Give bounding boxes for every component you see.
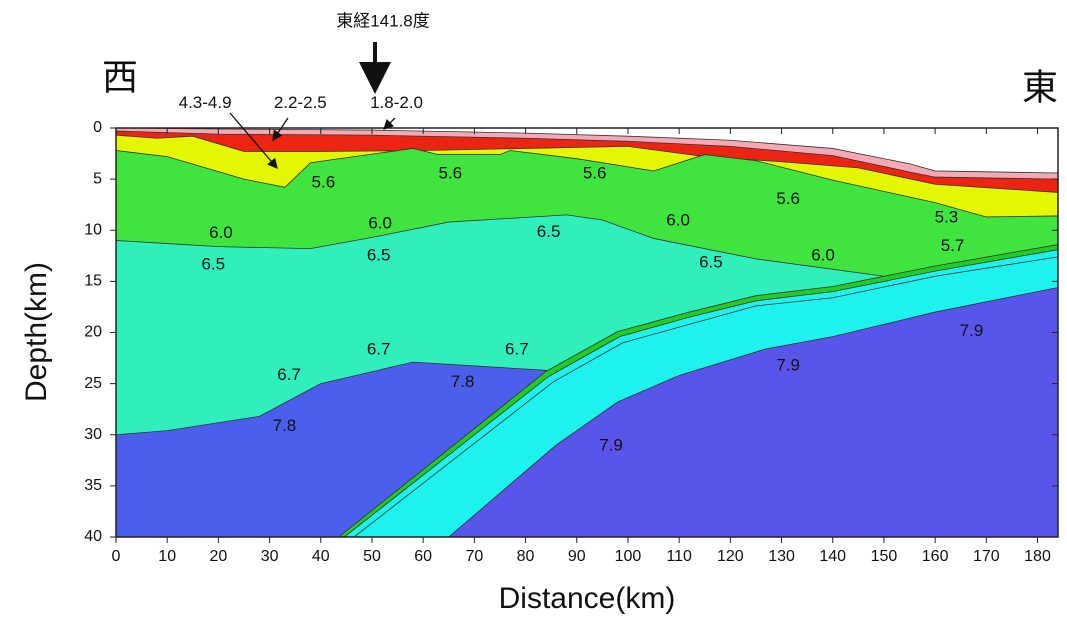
x-tick-label: 80 [517,548,535,565]
velocity-label: 6.5 [537,222,561,241]
y-axis-title: Depth(km) [20,262,53,402]
velocity-label: 6.7 [277,365,301,384]
x-tick-label: 30 [261,548,279,565]
velocity-label: 6.7 [505,339,529,358]
y-tick-label: 0 [93,119,102,136]
velocity-label: 7.8 [273,416,297,435]
velocity-label: 5.6 [438,163,462,182]
x-tick-label: 170 [973,548,1000,565]
x-tick-label: 100 [615,548,642,565]
velocity-label: 7.9 [776,356,800,375]
velocity-label: 5.6 [312,173,336,192]
y-tick-label: 30 [84,426,102,443]
y-tick-label: 5 [93,170,102,187]
x-tick-label: 180 [1024,548,1051,565]
velocity-label: 6.5 [201,254,225,273]
x-tick-label: 130 [768,548,795,565]
y-tick-label: 25 [84,375,102,392]
velocity-label: 6.0 [811,245,835,264]
y-tick-label: 20 [84,324,102,341]
x-tick-label: 10 [158,548,176,565]
velocity-label: 7.8 [451,372,475,391]
west-label: 西 [102,57,138,98]
x-tick-label: 140 [819,548,846,565]
plot-area [116,128,1058,537]
y-tick-label: 10 [84,221,102,238]
x-tick-label: 150 [871,548,898,565]
x-tick-label: 110 [666,548,692,565]
x-tick-label: 0 [112,548,121,565]
x-tick-label: 120 [717,548,744,565]
velocity-label: 6.5 [699,252,723,271]
velocity-label: 7.9 [599,435,623,454]
velocity-label: 5.3 [935,207,959,226]
x-tick-label: 40 [312,548,330,565]
y-tick-label: 40 [84,528,102,545]
callout-label: 4.3-4.9 [179,93,232,112]
velocity-label: 6.5 [367,245,391,264]
velocity-label: 5.7 [941,236,965,255]
y-tick-label: 35 [84,477,102,494]
velocity-label: 6.7 [367,339,391,358]
x-axis-title: Distance(km) [499,582,676,615]
x-tick-label: 20 [209,548,227,565]
velocity-label: 5.6 [776,189,800,208]
callout-label: 2.2-2.5 [274,93,327,112]
velocity-label: 5.6 [583,163,607,182]
callout-label: 1.8-2.0 [370,93,423,112]
x-tick-label: 90 [568,548,586,565]
east-label: 東 [1022,67,1058,108]
x-tick-label: 70 [465,548,483,565]
y-tick-label: 15 [84,273,102,290]
velocity-label: 7.9 [960,321,984,340]
x-tick-label: 60 [414,548,432,565]
velocity-label: 6.0 [666,211,690,230]
x-tick-label: 50 [363,548,381,565]
x-tick-label: 160 [922,548,949,565]
marker-label: 東経141.8度 [336,11,430,30]
chart: 東経141.8度 西 東 Distance(km) Depth(km) 0 10 2… [0,0,1067,620]
velocity-label: 6.0 [209,223,233,242]
velocity-label: 6.0 [368,214,392,233]
